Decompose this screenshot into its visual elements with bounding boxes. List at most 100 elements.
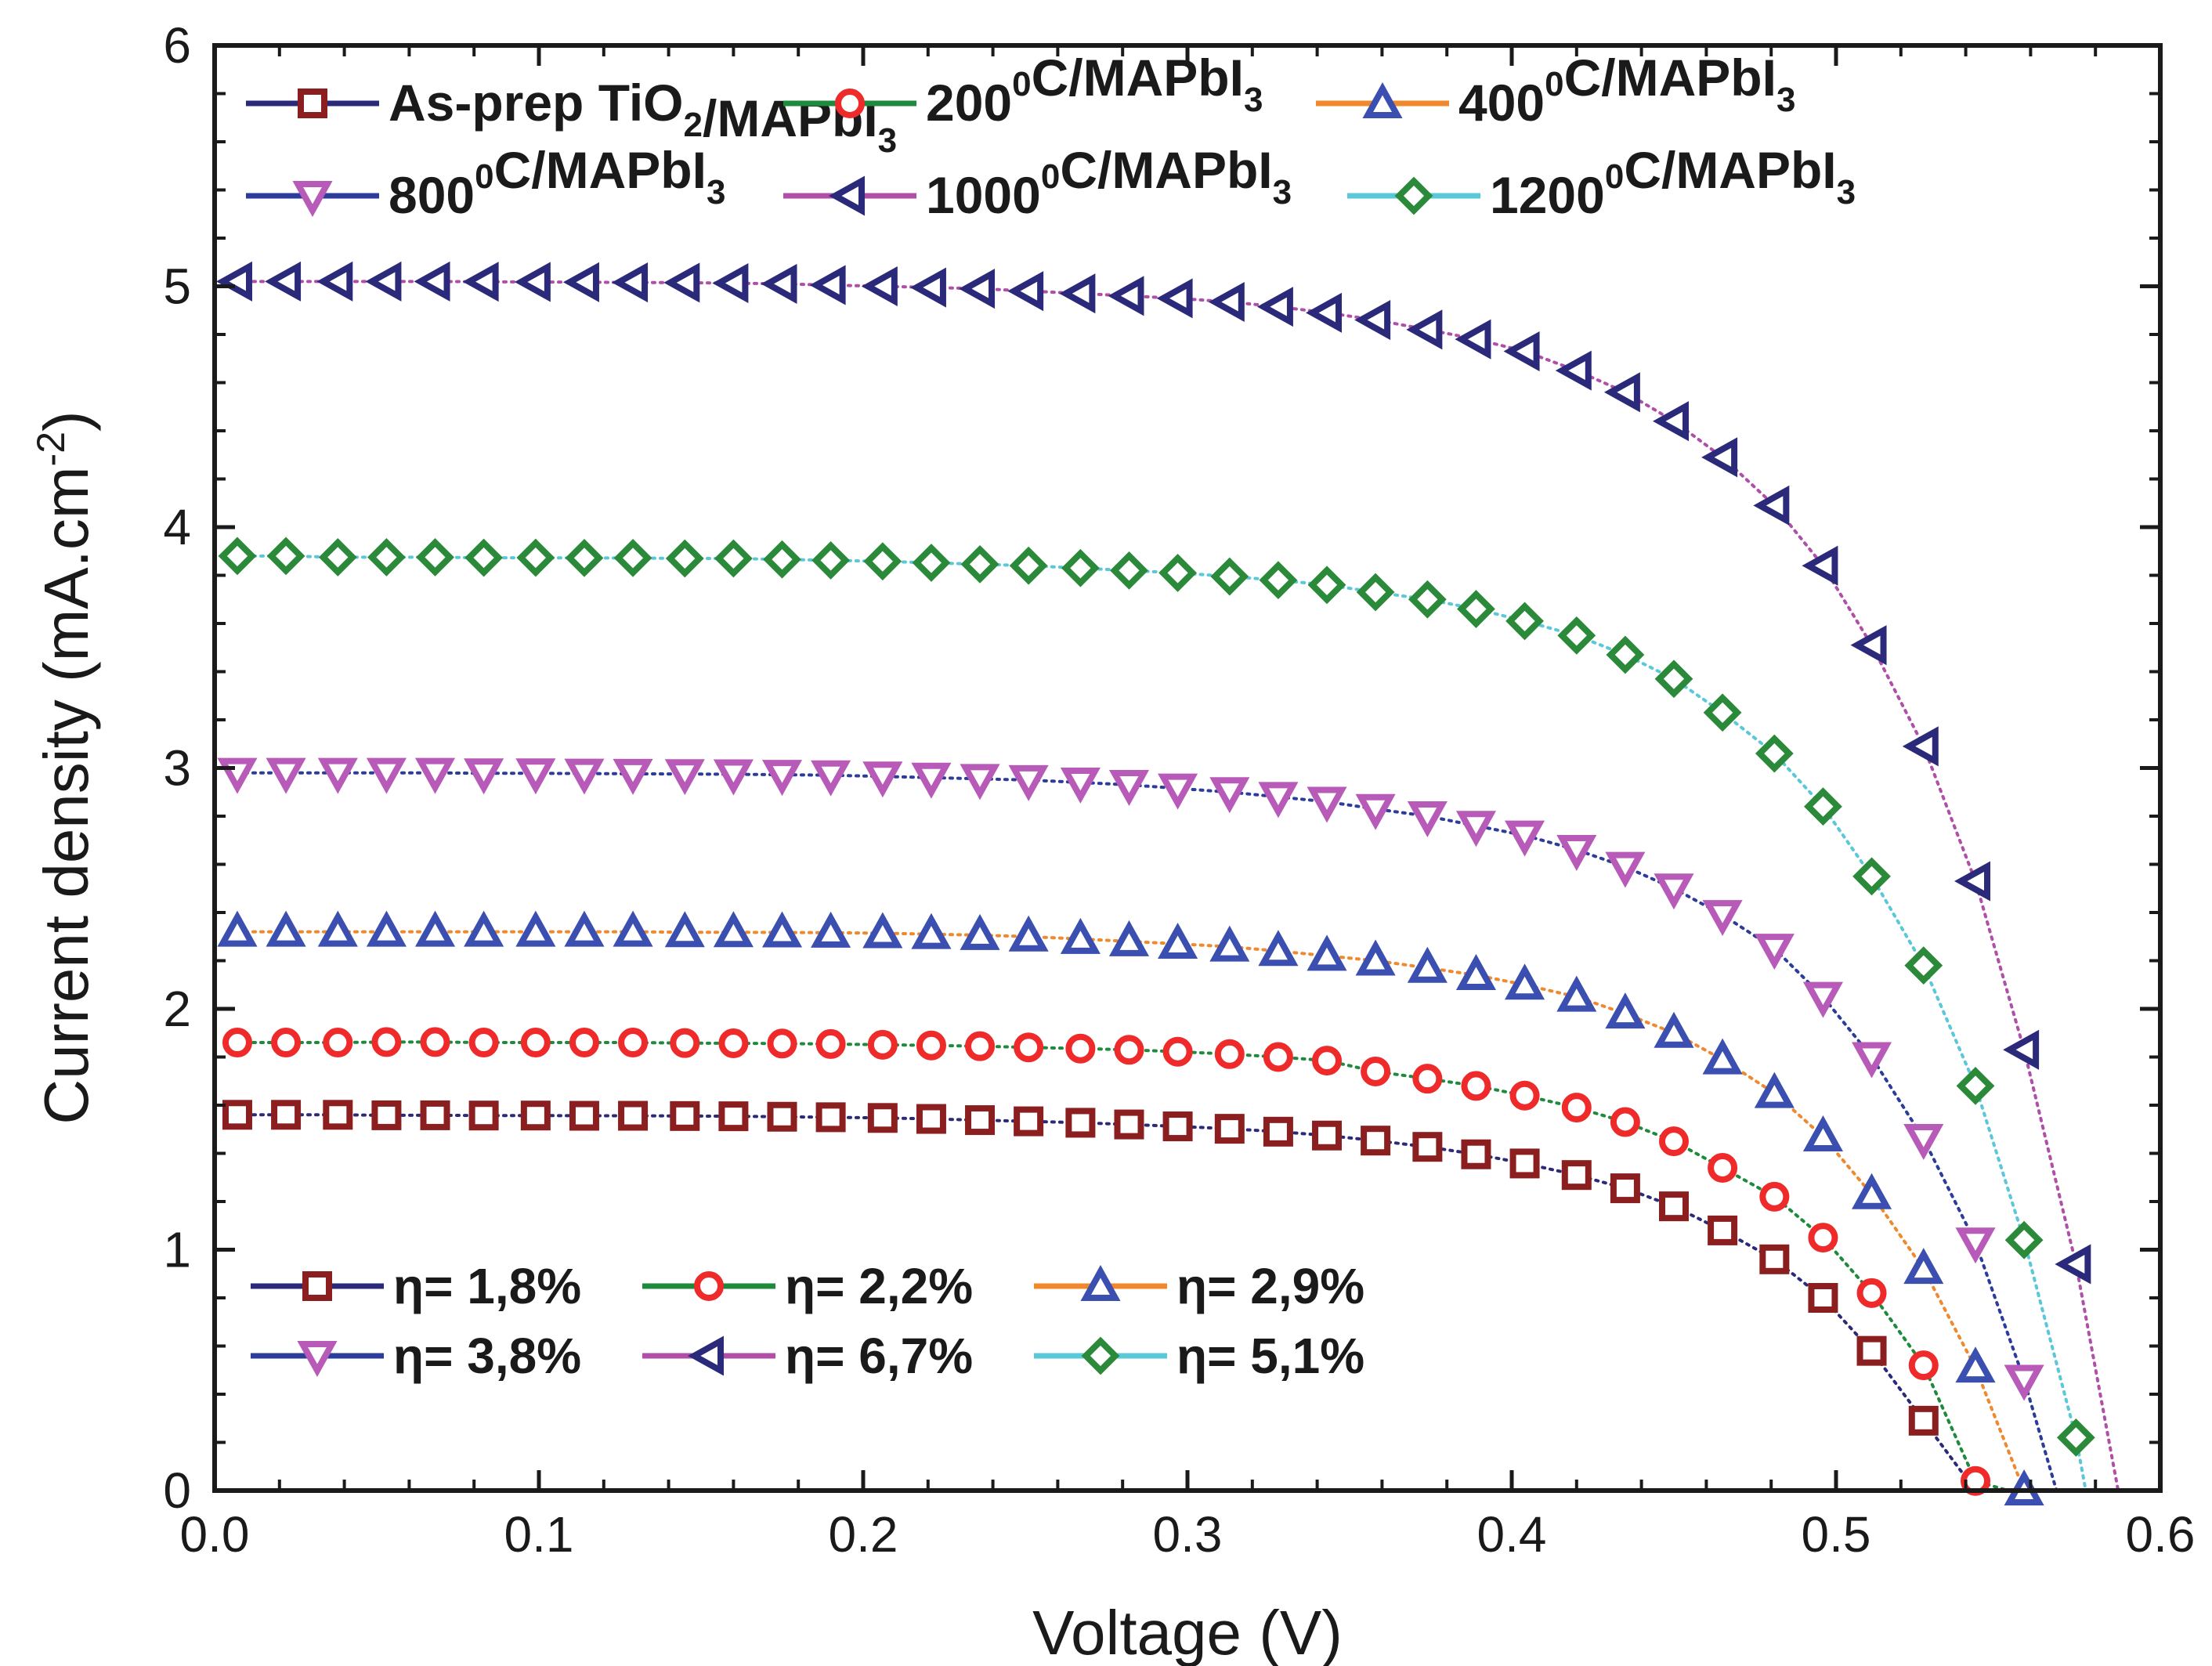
data-point-s3 — [1258, 930, 1299, 967]
legend-label-s6: 12000C/MAPbI3 — [1490, 141, 1856, 224]
data-point-s6 — [218, 537, 257, 576]
legend-label-s5: 10000C/MAPbI3 — [926, 141, 1292, 224]
data-point-s4 — [1556, 835, 1597, 872]
data-point-s2 — [1908, 1350, 1939, 1381]
data-point-s6 — [1755, 734, 1794, 773]
legend-marker-s2 — [835, 89, 865, 118]
data-point-s4 — [1802, 981, 1843, 1018]
data-point-s5 — [265, 261, 302, 302]
data-point-s2 — [965, 1031, 996, 1061]
y-axis-title-main: Current density (mA.cm — [31, 466, 101, 1124]
data-point-s3 — [1851, 1173, 1892, 1209]
data-point-s3 — [1455, 953, 1497, 990]
x-tick-label: 0.2 — [829, 1506, 898, 1563]
data-point-s2 — [916, 1030, 946, 1061]
data-point-s2 — [222, 1028, 252, 1058]
data-point-s4 — [1754, 934, 1795, 970]
data-point-s3 — [613, 910, 653, 947]
data-point-s5 — [1653, 401, 1689, 442]
data-point-s1 — [1461, 1139, 1491, 1169]
legend-label-part: 800 — [389, 166, 475, 224]
data-point-s4 — [1702, 900, 1743, 937]
data-point-s4 — [266, 757, 306, 794]
data-point-s3 — [862, 912, 903, 949]
data-point-s5 — [1701, 437, 1738, 478]
data-point-s1 — [815, 1102, 846, 1133]
data-point-s1 — [1759, 1244, 1790, 1274]
data-point-s2 — [1759, 1181, 1790, 1212]
data-point-s5 — [1208, 281, 1245, 323]
data-point-s5 — [1850, 625, 1887, 666]
legend-label-part: C/MAPbI — [1564, 49, 1776, 107]
data-point-s6 — [416, 538, 454, 576]
data-point-s1 — [1014, 1106, 1044, 1137]
data-point-s4 — [911, 762, 952, 799]
data-point-s1 — [323, 1100, 353, 1130]
data-point-s2 — [1708, 1152, 1738, 1183]
data-point-s6 — [1904, 946, 1943, 985]
data-point-s3 — [1307, 934, 1347, 971]
data-point-s6 — [1259, 561, 1298, 600]
series-markers-s2 — [222, 1027, 1991, 1496]
data-point-s6 — [1307, 566, 1346, 605]
y-tick-label: 6 — [163, 17, 191, 74]
data-point-s3 — [464, 910, 504, 947]
data-point-s4 — [1903, 1124, 1944, 1161]
data-point-s3 — [911, 913, 952, 949]
data-point-s5 — [1503, 331, 1540, 372]
legend-marker-s3 — [1362, 82, 1403, 118]
data-point-s5 — [1406, 309, 1443, 350]
x-tick-label: 0.1 — [504, 1506, 574, 1563]
legend-efficiency-s6: η= 5,1% — [1176, 1328, 1364, 1384]
data-point-s1 — [569, 1100, 599, 1131]
data-point-s3 — [1955, 1346, 1996, 1383]
data-point-s2 — [670, 1028, 700, 1058]
data-point-s1 — [1162, 1111, 1193, 1142]
data-point-s4 — [464, 758, 504, 795]
data-point-s5 — [1954, 861, 1991, 902]
legend-label-part: 0 — [475, 157, 493, 196]
data-point-s1 — [271, 1100, 302, 1130]
data-point-s2 — [867, 1029, 898, 1060]
data-point-s3 — [1407, 946, 1448, 983]
x-tick-label: 0.6 — [2126, 1506, 2196, 1563]
data-point-s2 — [618, 1028, 649, 1058]
data-point-s3 — [515, 910, 556, 947]
legend-label-part: 3 — [707, 173, 725, 211]
data-point-s6 — [1852, 857, 1891, 896]
data-point-s6 — [1703, 693, 1742, 732]
data-point-s6 — [1210, 557, 1249, 596]
data-point-s2 — [420, 1027, 450, 1057]
data-point-s4 — [1455, 811, 1497, 847]
data-point-s4 — [1108, 770, 1150, 807]
data-point-s1 — [1509, 1148, 1540, 1179]
data-point-s5 — [809, 265, 846, 305]
data-point-s4 — [1605, 851, 1646, 888]
data-point-s1 — [1065, 1108, 1096, 1138]
data-point-s5 — [1603, 372, 1640, 413]
data-point-s2 — [767, 1028, 797, 1059]
data-point-s5 — [612, 262, 649, 303]
legend-label-part: 3 — [1273, 173, 1292, 211]
data-point-s5 — [1902, 726, 1939, 767]
data-point-s1 — [420, 1100, 450, 1130]
data-point-s5 — [316, 261, 353, 302]
data-point-s4 — [713, 759, 754, 796]
data-point-s6 — [960, 544, 999, 584]
legend-label-part: C/MAPbI — [494, 141, 707, 199]
data-point-s5 — [861, 266, 898, 307]
data-point-s1 — [371, 1100, 402, 1130]
data-point-s4 — [1505, 820, 1545, 857]
legend-marker-s1 — [298, 89, 327, 118]
data-point-s5 — [365, 261, 402, 302]
data-point-s6 — [318, 538, 357, 576]
data-point-s1 — [1856, 1335, 1887, 1366]
data-point-s4 — [1851, 1042, 1892, 1079]
y-tick-label: 0 — [163, 1462, 191, 1519]
data-point-s6 — [1356, 573, 1395, 612]
data-point-s5 — [2055, 1244, 2091, 1285]
x-tick-label: 0.5 — [1802, 1506, 1871, 1563]
data-point-s5 — [514, 262, 551, 302]
y-axis-title-close: ) — [31, 410, 101, 432]
